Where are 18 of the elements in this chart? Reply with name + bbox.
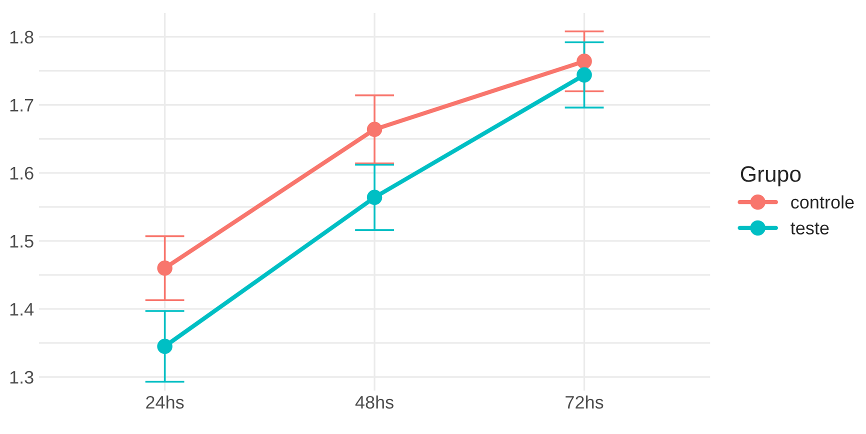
legend-label: teste — [790, 222, 829, 234]
y-tick-label: 1.6 — [10, 166, 34, 180]
point — [576, 67, 592, 83]
point — [576, 54, 592, 69]
point — [366, 190, 382, 206]
x-tick-label: 24hs — [146, 395, 184, 409]
point — [157, 260, 172, 276]
y-tick-label: 1.5 — [10, 235, 34, 248]
point — [157, 338, 172, 354]
legend-label: controle — [791, 195, 854, 209]
y-tick-label: 1.7 — [10, 98, 34, 112]
x-tick-label: 48hs — [355, 395, 394, 409]
y-tick-label: 1.3 — [10, 370, 34, 384]
point — [366, 122, 382, 137]
y-tick-label: 1.4 — [10, 303, 34, 316]
y-tick-label: 1.8 — [10, 30, 34, 44]
legend-title: Grupo — [740, 166, 801, 186]
x-tick-label: 72hs — [566, 395, 604, 409]
